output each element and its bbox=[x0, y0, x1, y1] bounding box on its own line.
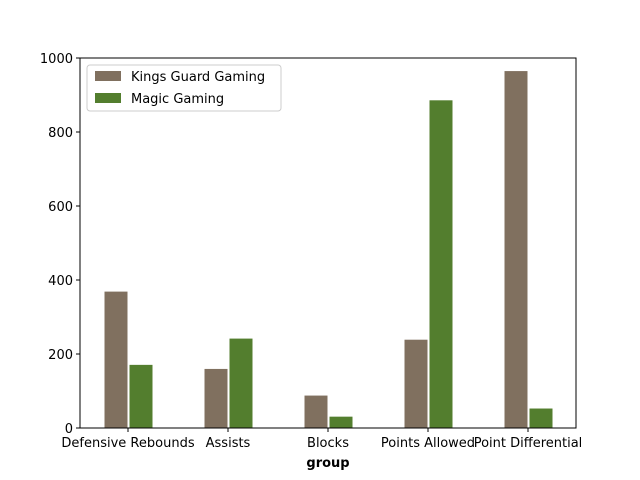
x-axis-title: group bbox=[306, 456, 349, 471]
bar-points-allowed-series-0 bbox=[403, 338, 429, 429]
y-tick-label: 0 bbox=[65, 422, 73, 437]
legend-label: Magic Gaming bbox=[131, 92, 224, 107]
y-tick-label: 200 bbox=[48, 348, 73, 363]
bar-assists-series-1 bbox=[228, 337, 254, 429]
legend: Kings Guard Gaming Magic Gaming bbox=[86, 64, 282, 112]
bar-point-differential-series-0 bbox=[503, 70, 529, 429]
legend-swatch bbox=[95, 71, 121, 81]
x-tick-label: Assists bbox=[206, 436, 251, 451]
legend-box bbox=[86, 64, 282, 112]
legend-swatch bbox=[95, 93, 121, 103]
y-tick-label: 600 bbox=[48, 200, 73, 215]
plot-frame bbox=[79, 57, 577, 429]
bars-layer bbox=[103, 70, 554, 429]
bar-defensive-rebounds-series-0 bbox=[103, 290, 129, 429]
bar-points-allowed-series-1 bbox=[428, 99, 454, 429]
y-axis: 0 200 400 600 800 1000 bbox=[40, 52, 80, 437]
y-tick-label: 1000 bbox=[40, 52, 73, 67]
bar-blocks-series-0 bbox=[303, 394, 329, 429]
bar-blocks-series-1 bbox=[328, 415, 354, 429]
x-tick-label: Blocks bbox=[307, 436, 349, 451]
x-axis: Defensive Rebounds Assists Blocks Points Al… bbox=[61, 428, 582, 451]
y-tick-label: 800 bbox=[48, 126, 73, 141]
x-tick-label: Points Allowed bbox=[381, 436, 475, 451]
y-tick-label: 400 bbox=[48, 274, 73, 289]
bar-defensive-rebounds-series-1 bbox=[128, 363, 154, 429]
bar-point-differential-series-1 bbox=[528, 407, 554, 429]
x-tick-label: Defensive Rebounds bbox=[61, 436, 194, 451]
legend-label: Kings Guard Gaming bbox=[131, 70, 265, 85]
x-tick-label: Point Differential bbox=[474, 436, 583, 451]
bar-assists-series-0 bbox=[203, 367, 229, 429]
